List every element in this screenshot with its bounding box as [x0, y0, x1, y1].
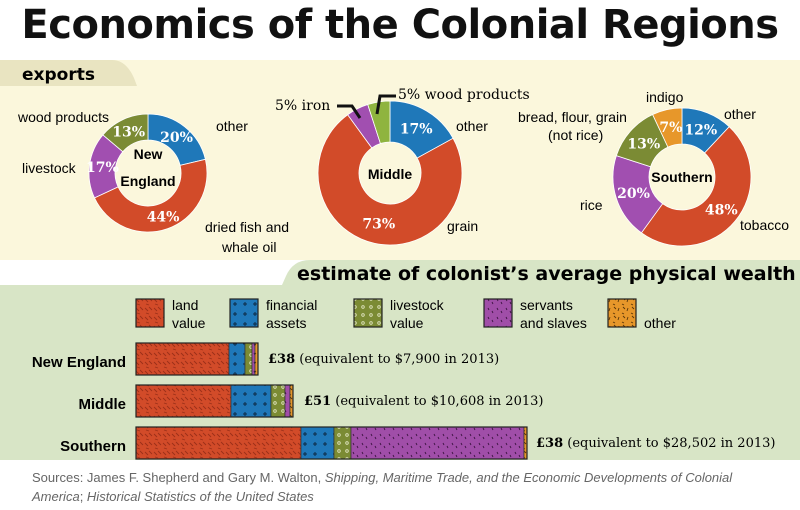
- south-pct-tobacco: 48%: [705, 203, 738, 219]
- legend-servants-1: servants: [520, 297, 573, 313]
- wealth-tab: [282, 260, 800, 285]
- bar-new-england-servants-and-slaves: [251, 342, 256, 376]
- south-label-bread-1: bread, flour, grain: [518, 109, 627, 125]
- south-pct-rice: 20%: [617, 186, 650, 202]
- bar-middle-livestock-value: [270, 384, 286, 418]
- ne-pct-livestock: 17%: [86, 160, 119, 176]
- legend-swatch-land: [135, 298, 165, 328]
- bar-note-ne: (equivalent to $7,900 in 2013): [295, 352, 499, 367]
- bar-note-south: (equivalent to $28,502 in 2013): [563, 436, 775, 451]
- bar-new-england-land-value: [135, 342, 230, 376]
- exports-label: exports: [22, 65, 95, 85]
- south-label-indigo: indigo: [646, 89, 684, 105]
- ne-label-livestock: livestock: [22, 160, 77, 176]
- legend-livestock-2: value: [390, 315, 424, 331]
- wealth-stacked-bars: [135, 342, 528, 460]
- legend-financial-2: assets: [266, 315, 306, 331]
- south-center-label: Southern: [651, 169, 712, 185]
- south-pct-indigo: 7%: [659, 120, 682, 136]
- exports-tab: [0, 60, 137, 86]
- ne-label-wood: wood products: [17, 109, 109, 125]
- legend-servants-2: and slaves: [520, 315, 587, 331]
- bar-southern-livestock-value: [333, 426, 352, 460]
- ne-pct-other: 20%: [160, 130, 193, 146]
- south-label-rice: rice: [580, 197, 603, 213]
- ne-label-fish-2: whale oil: [221, 239, 276, 255]
- bar-amount-south: £38: [536, 436, 563, 451]
- middle-exports-pie: 17% 73%: [317, 100, 463, 246]
- south-slice-indigo: [652, 107, 683, 148]
- bar-amount-ne: £38: [268, 352, 295, 367]
- sources-note: Sources: James F. Shepherd and Gary M. W…: [32, 468, 772, 506]
- legend-land-1: land: [172, 297, 198, 313]
- sources-title-1: Shipping, Maritime Trade, and the Econom…: [32, 470, 733, 504]
- mid-wood-leader: [375, 94, 396, 115]
- ne-label-fish-1: dried fish and: [205, 219, 289, 235]
- legend-land-2: value: [172, 315, 206, 331]
- bar-label-new-england: New England: [32, 354, 126, 371]
- bar-outline-middle: [135, 384, 294, 418]
- south-pct-bread-flour-grain-not-rice: 13%: [627, 136, 660, 152]
- mid-label-other: other: [456, 118, 488, 134]
- ne-center-label-2: England: [120, 173, 175, 189]
- ne-slice-wood-products: [102, 113, 149, 153]
- bar-southern-land-value: [135, 426, 302, 460]
- bar-label-middle: Middle: [79, 396, 127, 413]
- bar-value-southern: £38 (equivalent to $28,502 in 2013): [536, 436, 775, 451]
- legend-financial-1: financial: [266, 297, 317, 313]
- south-label-other: other: [724, 106, 756, 122]
- ne-pct-wood-products: 13%: [112, 124, 145, 140]
- bar-new-england-livestock-value: [244, 342, 253, 376]
- sources-title-2: Historical Statistics of the United Stat…: [86, 489, 314, 504]
- mid-slice-wood-products: [367, 100, 391, 145]
- wealth-label: estimate of colonist’s average physical …: [297, 263, 796, 285]
- sources-separator: ;: [79, 489, 87, 504]
- bar-new-england-financial-assets: [228, 342, 246, 376]
- south-pct-other: 12%: [684, 123, 717, 139]
- south-label-bread-2: (not rice): [548, 127, 603, 143]
- bar-label-southern: Southern: [60, 438, 126, 455]
- legend-swatch-financial: [229, 298, 259, 328]
- new-england-exports-pie: 20% 44% 17% 13%: [86, 113, 208, 233]
- ne-center-label-1: New: [134, 146, 163, 162]
- bar-southern-financial-assets: [300, 426, 335, 460]
- mid-pct-grain: 73%: [362, 216, 395, 232]
- south-slice-tobacco: [640, 126, 752, 247]
- wealth-legend: land value financial assets livestock va…: [135, 297, 676, 331]
- southern-exports-pie: 12% 48% 20% 13%7%: [612, 107, 752, 247]
- mid-label-grain: grain: [447, 218, 478, 234]
- ne-pct-dried-fish-and-whale-oil: 44%: [147, 209, 180, 225]
- bar-outline-southern: [135, 426, 528, 460]
- bar-middle-financial-assets: [230, 384, 272, 418]
- mid-pct-other: 17%: [400, 122, 433, 138]
- legend-livestock-1: livestock: [390, 297, 445, 313]
- legend-other-1: other: [644, 315, 676, 331]
- bar-amount-mid: £51: [304, 394, 331, 409]
- legend-swatch-servants: [483, 298, 513, 328]
- bar-outline-new-england: [135, 342, 259, 376]
- bar-southern-servants-and-slaves: [350, 426, 525, 460]
- page-title: Economics of the Colonial Regions: [21, 2, 779, 48]
- mid-iron-leader: [337, 104, 362, 119]
- bar-value-middle: £51 (equivalent to $10,608 in 2013): [304, 394, 543, 409]
- mid-center-label: Middle: [368, 166, 413, 182]
- bar-middle-land-value: [135, 384, 232, 418]
- south-label-tobacco: tobacco: [740, 217, 789, 233]
- ne-label-other: other: [216, 118, 248, 134]
- bar-middle-servants-and-slaves: [284, 384, 291, 418]
- mid-label-iron: 5% iron: [275, 98, 330, 114]
- legend-swatch-other: [607, 298, 637, 328]
- bar-value-new-england: £38 (equivalent to $7,900 in 2013): [268, 352, 499, 367]
- legend-swatch-livestock: [353, 298, 383, 328]
- ne-slice-dried-fish-and-whale-oil: [93, 158, 208, 233]
- mid-label-wood: 5% wood products: [398, 87, 530, 103]
- sources-prefix: Sources: James F. Shepherd and Gary M. W…: [32, 470, 325, 485]
- mid-slice-grain: [317, 114, 463, 246]
- bar-note-mid: (equivalent to $10,608 in 2013): [331, 394, 543, 409]
